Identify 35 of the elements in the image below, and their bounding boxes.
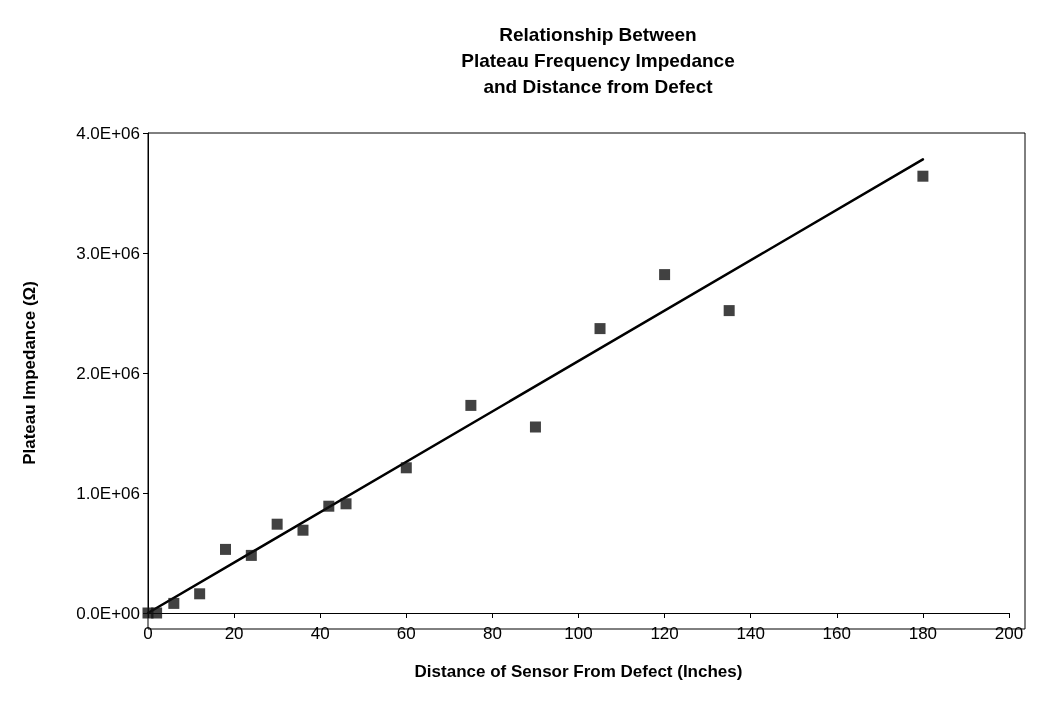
point <box>723 305 735 317</box>
point <box>400 462 412 474</box>
x-tick-label: 180 <box>908 624 938 643</box>
point <box>594 323 606 335</box>
x-tick-label: 200 <box>994 624 1024 643</box>
y-tick-label: 4.0E+06 <box>76 123 140 143</box>
point <box>340 498 352 510</box>
x-tick-label: 60 <box>396 624 416 643</box>
y-tick-label: 1.0E+06 <box>76 483 140 503</box>
point <box>194 588 206 600</box>
x-tick-label: 0 <box>143 624 153 643</box>
point <box>271 518 283 530</box>
point <box>529 421 541 433</box>
point <box>659 269 671 281</box>
y-tick-label: 2.0E+06 <box>76 363 140 383</box>
point <box>151 607 163 619</box>
x-tick-label: 20 <box>224 624 244 643</box>
x-tick-label: 140 <box>736 624 765 643</box>
y-tick-label: 3.0E+06 <box>76 243 140 263</box>
point <box>219 543 231 555</box>
point <box>297 524 309 536</box>
x-axis-title: Distance of Sensor From Defect (Inches) <box>414 662 743 681</box>
x-tick-label: 40 <box>310 624 330 643</box>
x-tick-label: 100 <box>564 624 593 643</box>
point <box>465 399 477 411</box>
y-tick-label: 0.0E+00 <box>76 603 140 623</box>
chart-title: Relationship Between Plateau Frequency Impedance and Distance from Defect <box>461 23 735 97</box>
x-tick-label: 120 <box>650 624 679 643</box>
point <box>168 597 180 609</box>
point <box>245 549 257 561</box>
point <box>917 170 929 182</box>
x-tick-label: 80 <box>482 624 502 643</box>
point <box>323 500 335 512</box>
x-tick-label: 160 <box>822 624 851 643</box>
y-axis-title: Plateau Impedance (Ω) <box>20 281 39 465</box>
